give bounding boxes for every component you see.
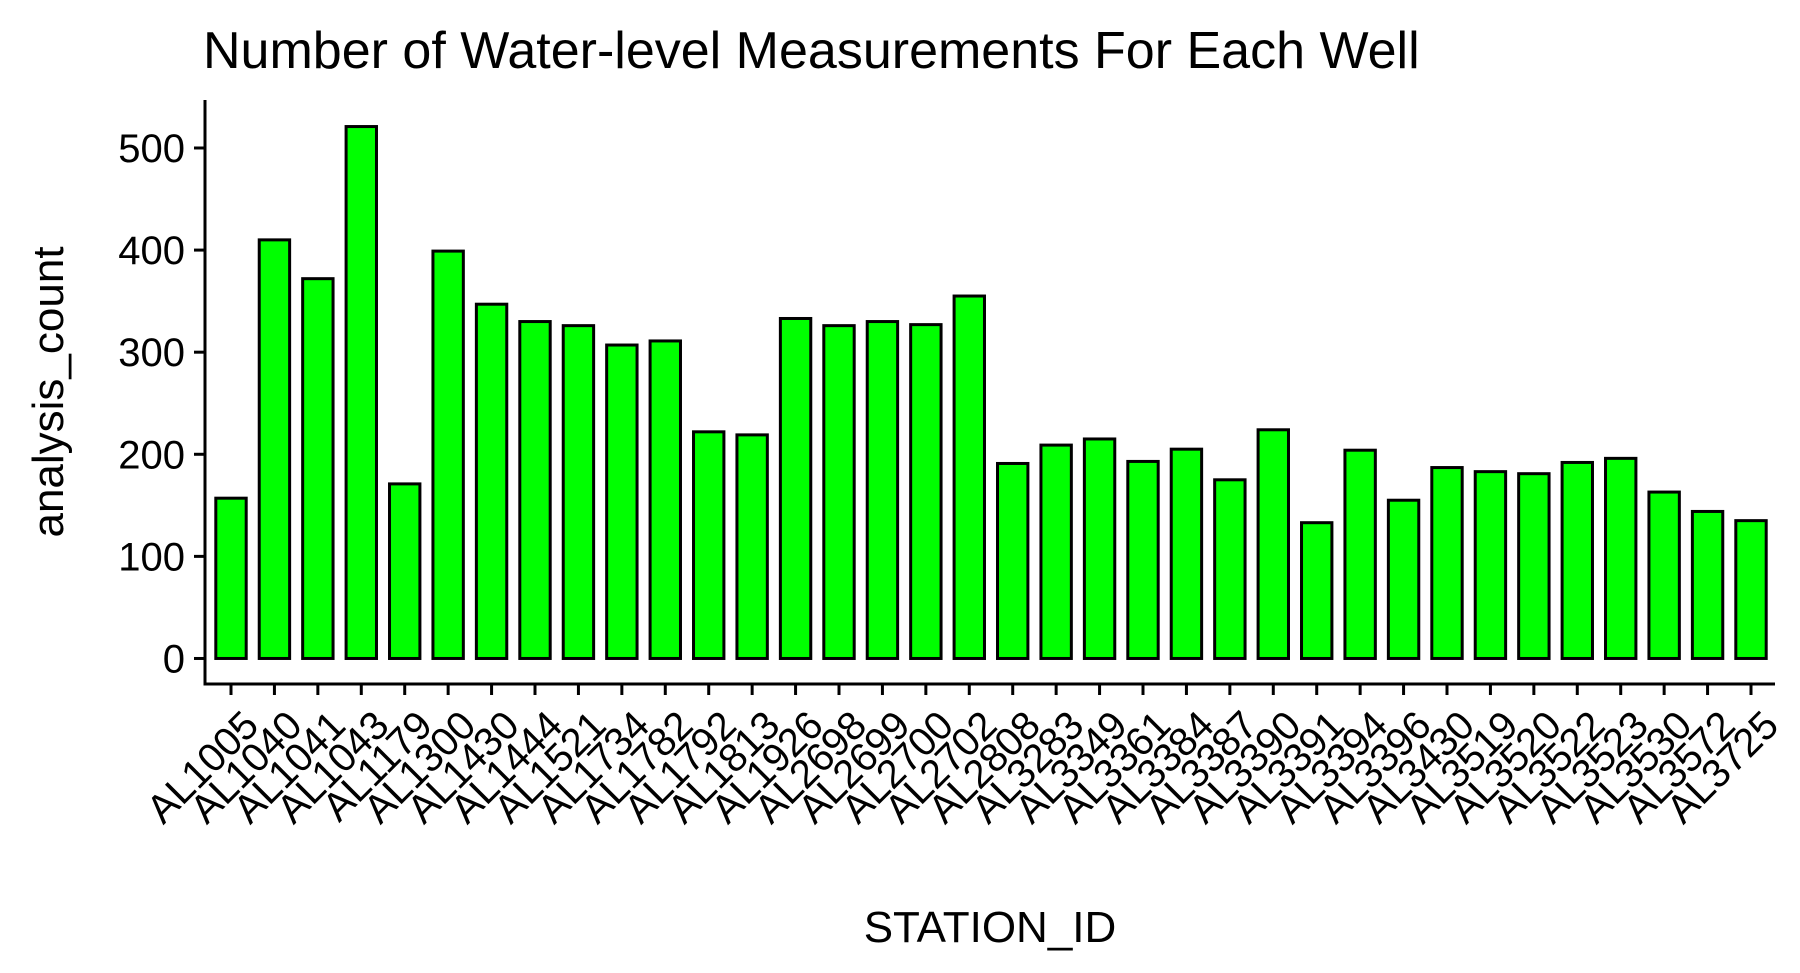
bar-AL2698	[822, 324, 856, 660]
bar-AL1792	[692, 430, 726, 660]
y-tick-label-0: 0	[163, 637, 185, 681]
chart-title: Number of Water-level Measurements For E…	[203, 22, 1420, 80]
bar-AL3394	[1343, 448, 1377, 660]
bar-AL1041	[301, 277, 335, 660]
bar-AL1043	[344, 125, 378, 660]
bar-AL3523	[1604, 456, 1638, 660]
bar-AL3361	[1126, 459, 1160, 660]
bar-AL1430	[474, 302, 509, 660]
bar-AL1300	[431, 249, 465, 660]
y-tick-label-200: 200	[118, 433, 185, 477]
bar-AL3572	[1690, 509, 1725, 660]
bar-AL1521	[561, 324, 596, 660]
y-tick-label-300: 300	[118, 331, 185, 375]
x-axis-title: STATION_ID	[864, 903, 1117, 952]
bar-AL1444	[518, 320, 552, 660]
bar-AL3519	[1473, 470, 1508, 660]
bar-AL2700	[909, 323, 943, 660]
bar-AL1734	[605, 343, 639, 660]
axes-layer: 0100200300400500AL1005AL1040AL1041AL1043…	[118, 100, 1787, 832]
bar-AL2699	[865, 320, 900, 660]
bar-AL3430	[1430, 466, 1464, 660]
bar-AL3725	[1734, 519, 1768, 660]
bar-AL3390	[1256, 428, 1290, 660]
y-tick-label-100: 100	[118, 535, 185, 579]
bar-AL1179	[388, 482, 422, 660]
bar-AL3387	[1213, 478, 1247, 660]
bar-AL3349	[1082, 437, 1117, 660]
y-tick-label-400: 400	[118, 229, 185, 273]
bar-AL3522	[1560, 460, 1594, 660]
y-tick-label-500: 500	[118, 127, 185, 171]
bar-AL3530	[1647, 490, 1681, 660]
bar-AL1926	[778, 316, 813, 660]
y-axis-title: analysis_count	[24, 246, 73, 537]
bar-AL3384	[1169, 447, 1204, 660]
bar-AL2808	[996, 461, 1030, 660]
bar-AL3391	[1300, 521, 1334, 660]
bar-AL1005	[214, 496, 248, 660]
bar-AL3520	[1517, 472, 1551, 660]
bar-AL3283	[1039, 443, 1073, 660]
bar-AL1813	[735, 433, 769, 660]
bar-AL3396	[1386, 498, 1421, 660]
bar-AL1782	[648, 339, 682, 660]
bars-layer	[214, 125, 1768, 660]
bar-AL1040	[257, 238, 292, 660]
bar-AL2702	[952, 294, 986, 660]
